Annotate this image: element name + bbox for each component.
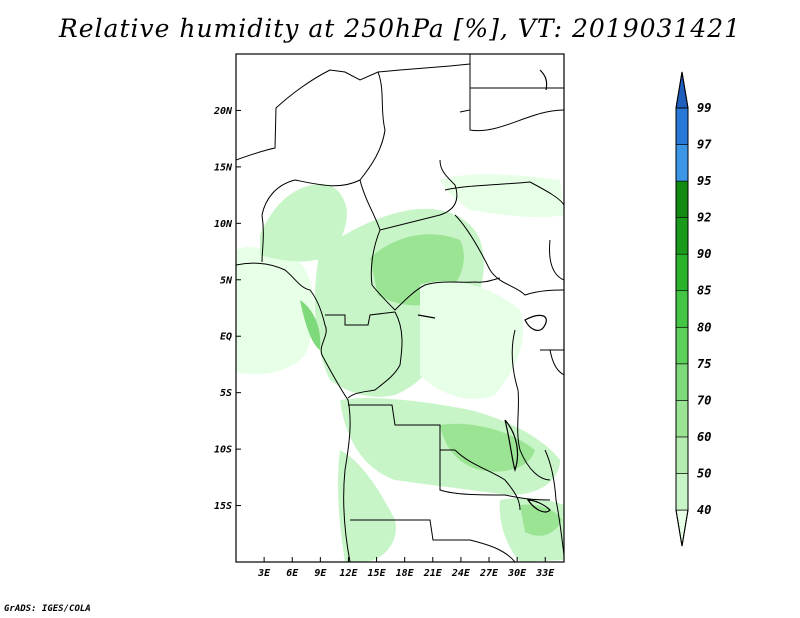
colorbar-segment (675, 436, 689, 474)
colorbar-label: 85 (697, 284, 711, 298)
colorbar-label: 97 (697, 138, 712, 152)
longitude-axis: 3E 6E 9E 12E 15E 18E 21E 24E 27E 30E 33E (257, 557, 555, 579)
colorbar-label: 75 (697, 357, 711, 371)
humidity-region-southeast-core (520, 504, 562, 536)
lat-label: 20N (213, 106, 233, 117)
humidity-region-coast-strip (300, 300, 321, 350)
colorbar-segment (675, 107, 689, 145)
colorbar-label: 90 (697, 247, 711, 261)
colorbar-label: 95 (697, 174, 711, 188)
lon-label: 18E (396, 568, 415, 579)
lon-label: 30E (507, 568, 527, 579)
lat-label: 10N (214, 219, 233, 230)
lon-label: 3E (257, 568, 271, 579)
colorbar-label: 70 (697, 393, 711, 407)
colorbar-label: 80 (697, 320, 711, 334)
lon-label: 24E (451, 568, 471, 579)
humidity-region-south-core (440, 423, 535, 472)
humidity-region-northwest (260, 184, 347, 262)
humidity-region-angola (337, 450, 396, 562)
footer-credit: GrADS: IGES/COLA (4, 604, 91, 614)
colorbar: 40 50 60 70 75 80 85 90 92 95 97 99 (675, 71, 712, 547)
colorbar-label: 99 (697, 101, 711, 115)
lon-label: 33E (535, 568, 555, 579)
latitude-axis: 20N 15N 10N 5N EQ 5S 10S 15S (213, 106, 241, 512)
colorbar-segment (675, 473, 689, 511)
colorbar-segment (675, 400, 689, 438)
lon-label: 9E (314, 568, 327, 579)
lat-label: 10S (214, 445, 232, 456)
colorbar-label: 92 (697, 211, 711, 225)
colorbar-segment (675, 144, 689, 182)
colorbar-segment (675, 71, 689, 109)
lon-label: 15E (368, 568, 387, 579)
humidity-field (236, 174, 564, 562)
colorbar-label: 40 (697, 503, 711, 517)
lat-label: EQ (220, 332, 232, 343)
colorbar-segment (675, 363, 689, 401)
boundaries (236, 54, 564, 562)
lat-label: 15S (214, 501, 232, 512)
lat-label: 5N (220, 275, 233, 286)
humidity-region-northeast (440, 174, 564, 218)
lon-label: 6E (286, 568, 299, 579)
lakes (417, 69, 551, 513)
colorbar-segment (675, 180, 689, 218)
colorbar-segment (675, 253, 689, 292)
colorbar-segment (675, 217, 689, 255)
colorbar-label: 50 (697, 466, 711, 480)
map-frame (235, 53, 565, 563)
colorbar-outline (675, 71, 689, 547)
colorbar-segment (675, 509, 689, 547)
colorbar-label: 60 (697, 430, 711, 444)
map-title: Relative humidity at 250hPa [%], VT: 201… (58, 14, 742, 43)
lon-label: 27E (479, 568, 499, 579)
lon-label: 12E (339, 568, 358, 579)
colorbar-segment (675, 290, 689, 328)
lon-label: 21E (423, 568, 443, 579)
lat-label: 15N (214, 162, 233, 173)
lat-label: 5S (220, 388, 232, 399)
colorbar-segment (675, 326, 689, 365)
humidity-region-east (420, 281, 524, 399)
